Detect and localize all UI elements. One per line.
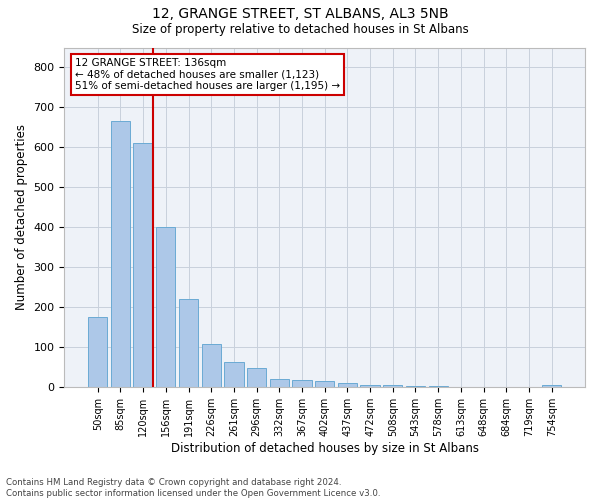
Bar (542, 384, 562, 388)
Bar (224, 362, 244, 388)
Text: 12 GRANGE STREET: 136sqm
← 48% of detached houses are smaller (1,123)
51% of sem: 12 GRANGE STREET: 136sqm ← 48% of detach… (75, 58, 340, 91)
Y-axis label: Number of detached properties: Number of detached properties (15, 124, 28, 310)
Bar (315, 382, 334, 388)
Bar (111, 122, 130, 388)
Bar (133, 144, 153, 388)
Text: Contains HM Land Registry data © Crown copyright and database right 2024.
Contai: Contains HM Land Registry data © Crown c… (6, 478, 380, 498)
Bar (269, 380, 289, 388)
Bar (338, 384, 357, 388)
Text: Size of property relative to detached houses in St Albans: Size of property relative to detached ho… (131, 22, 469, 36)
Bar (247, 368, 266, 388)
Bar (179, 300, 198, 388)
Bar (156, 228, 175, 388)
Bar (406, 386, 425, 388)
Bar (202, 344, 221, 388)
Text: 12, GRANGE STREET, ST ALBANS, AL3 5NB: 12, GRANGE STREET, ST ALBANS, AL3 5NB (152, 8, 448, 22)
Bar (88, 318, 107, 388)
Bar (292, 380, 311, 388)
Bar (361, 384, 380, 388)
Bar (428, 386, 448, 388)
X-axis label: Distribution of detached houses by size in St Albans: Distribution of detached houses by size … (171, 442, 479, 455)
Title: 12, GRANGE STREET, ST ALBANS, AL3 5NB
Size of property relative to detached hous: 12, GRANGE STREET, ST ALBANS, AL3 5NB Si… (0, 499, 1, 500)
Bar (383, 386, 403, 388)
